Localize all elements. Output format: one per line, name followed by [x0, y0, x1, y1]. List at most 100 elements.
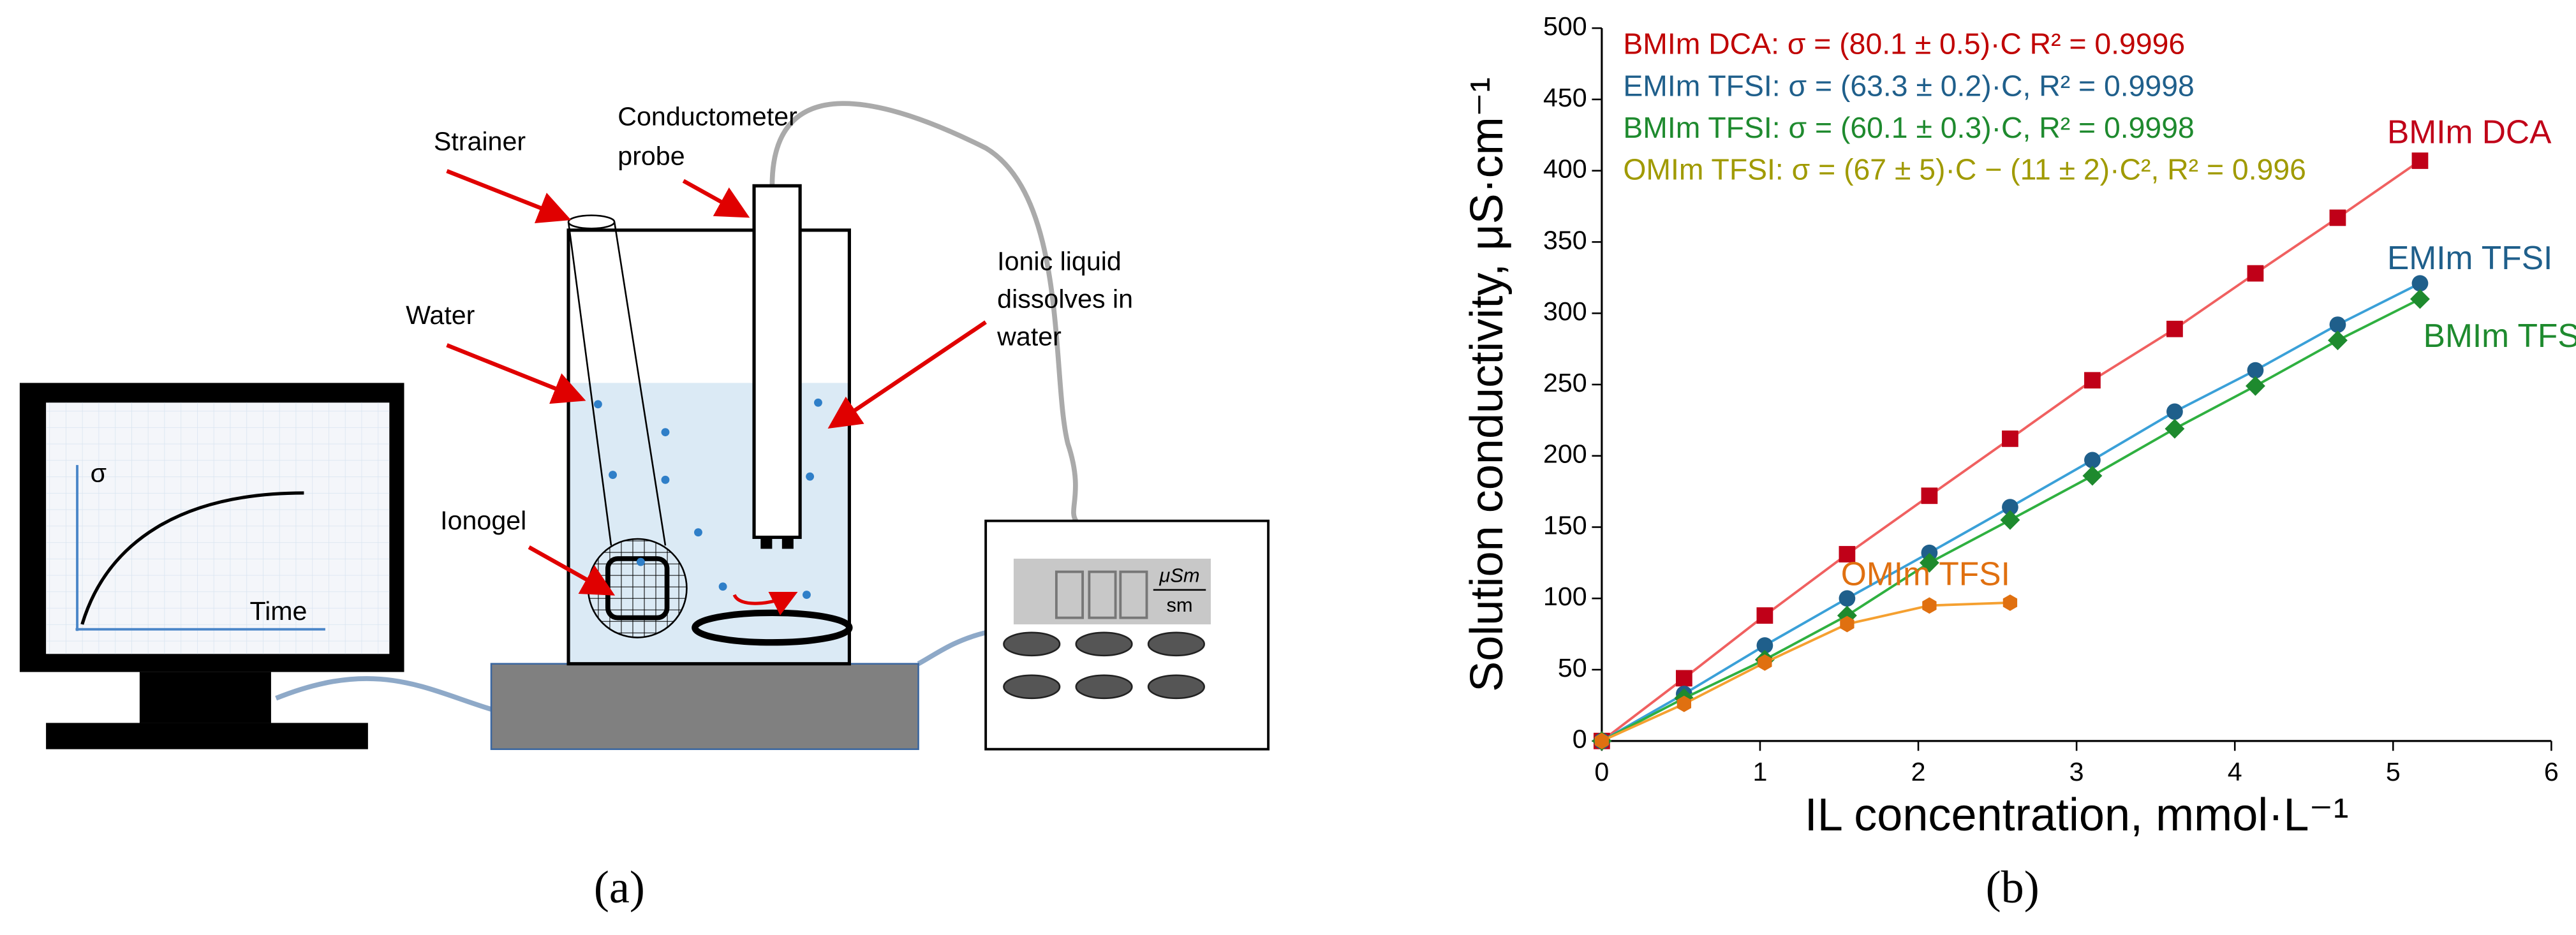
series-line [1601, 601, 2010, 742]
marker [1921, 487, 1938, 504]
x-tick-label: 5 [2386, 757, 2401, 786]
marker [2247, 265, 2264, 282]
water-label: Water [406, 300, 475, 330]
panel-label: (b) [1986, 862, 2039, 913]
screen-curve [80, 491, 304, 625]
unit-bottom: sm [1166, 594, 1192, 616]
y-tick-label: 300 [1543, 297, 1587, 326]
meter-display [1013, 558, 1211, 624]
pointer-arrows [446, 169, 987, 596]
strainer-wire [613, 221, 667, 546]
x-tick-label: 4 [2228, 757, 2242, 786]
y-tick-label: 350 [1543, 225, 1587, 254]
marker [1921, 544, 1938, 561]
probe-label: probe [618, 141, 685, 170]
y-tick-label: 150 [1543, 510, 1587, 540]
y-tick-label: 50 [1558, 653, 1587, 682]
marker [2002, 594, 2018, 611]
x-tick-label: 2 [1911, 757, 1926, 786]
y-tick-label: 450 [1543, 83, 1587, 112]
screen-y-label: σ [91, 458, 107, 487]
marker [2329, 209, 2346, 226]
marker [1758, 654, 1772, 671]
marker [2410, 289, 2430, 309]
beaker [566, 228, 851, 666]
y-tick-label: 500 [1543, 11, 1587, 41]
diagram: σ Time μSm sm [19, 101, 1270, 913]
marker [1756, 637, 1773, 654]
digits [1055, 570, 1148, 619]
monitor-neck [139, 672, 271, 723]
ionogel-label: Ionogel [440, 506, 526, 535]
marker [2002, 499, 2018, 516]
series-label: OMIm TFSI [1841, 555, 2010, 592]
marker [1676, 670, 1692, 687]
marker [2329, 316, 2346, 333]
y-tick-label: 200 [1543, 439, 1587, 469]
series-label: BMIm TFSI [2424, 317, 2576, 354]
marker [1756, 607, 1773, 624]
fit-annotation: BMIm TFSI: σ = (60.1 ± 0.3)·C, R² = 0.99… [1623, 111, 2194, 144]
x-tick-label: 1 [1752, 757, 1767, 786]
strainer-wire [567, 221, 612, 546]
marker [2165, 418, 2185, 439]
series-label: EMIm TFSI [2387, 239, 2552, 276]
buttons [1003, 631, 1205, 700]
cable [917, 630, 987, 666]
screen-grid [46, 402, 390, 654]
series-line [1601, 159, 2421, 742]
fit-annotation: OMIm TFSI: σ = (67 ± 5)·C − (11 ± 2)·C²,… [1623, 153, 2306, 186]
ionic-liquid-label: Ionic liquid [997, 246, 1121, 276]
ions [593, 398, 822, 600]
marker [2084, 372, 2101, 389]
unit-top: μSm [1158, 564, 1199, 586]
y-tick-label: 250 [1543, 368, 1587, 397]
y-axis-label: Solution conductivity, μS·cm⁻¹ [1462, 77, 1513, 692]
probe-label: Conductometer [618, 102, 797, 131]
marker [2166, 320, 2183, 337]
marker [2411, 275, 2429, 292]
ionic-liquid-label: dissolves in [997, 284, 1133, 314]
marker [1677, 695, 1692, 712]
x-tick-label: 0 [1594, 757, 1609, 786]
marker [1839, 590, 1856, 607]
marker [1594, 732, 1610, 749]
marker [2084, 452, 2101, 469]
marker [2000, 510, 2020, 530]
rotation-arrow [732, 591, 798, 615]
cable [275, 676, 494, 712]
fit-annotation: BMIm DCA: σ = (80.1 ± 0.5)·C R² = 0.9996 [1623, 27, 2185, 61]
series-label: BMIm DCA [2387, 113, 2552, 150]
marker [2082, 466, 2103, 486]
probe [752, 184, 802, 540]
marker [2246, 376, 2265, 396]
monitor-base [46, 723, 368, 749]
marker [1840, 615, 1854, 633]
chart: (b) IL concentration, mmol·L⁻¹ Solution … [1462, 11, 2576, 913]
marker [2411, 152, 2429, 169]
x-tick-label: 3 [2069, 757, 2084, 786]
y-tick-label: 400 [1543, 154, 1587, 184]
strainer-top [567, 214, 616, 230]
marker [2247, 362, 2264, 379]
x-tick-label: 6 [2544, 757, 2559, 786]
marker [1922, 597, 1937, 614]
marker [2328, 330, 2348, 351]
ionic-liquid-label: water [996, 322, 1062, 351]
marker [2166, 403, 2183, 420]
fit-annotation: EMIm TFSI: σ = (63.3 ± 0.2)·C, R² = 0.99… [1623, 69, 2194, 102]
marker [1919, 552, 1939, 573]
stir-plate [490, 663, 919, 750]
y-tick-label: 100 [1543, 582, 1587, 611]
marker [1839, 546, 1856, 563]
marker [2002, 431, 2018, 447]
screen-x-label: Time [249, 596, 307, 626]
x-axis-label: IL concentration, mmol·L⁻¹ [1805, 790, 2349, 841]
probe-pin [760, 537, 773, 549]
y-tick-label: 0 [1573, 725, 1587, 754]
probe-cable [769, 101, 1079, 522]
probe-pin [781, 537, 794, 549]
panel-label: (a) [594, 862, 645, 913]
